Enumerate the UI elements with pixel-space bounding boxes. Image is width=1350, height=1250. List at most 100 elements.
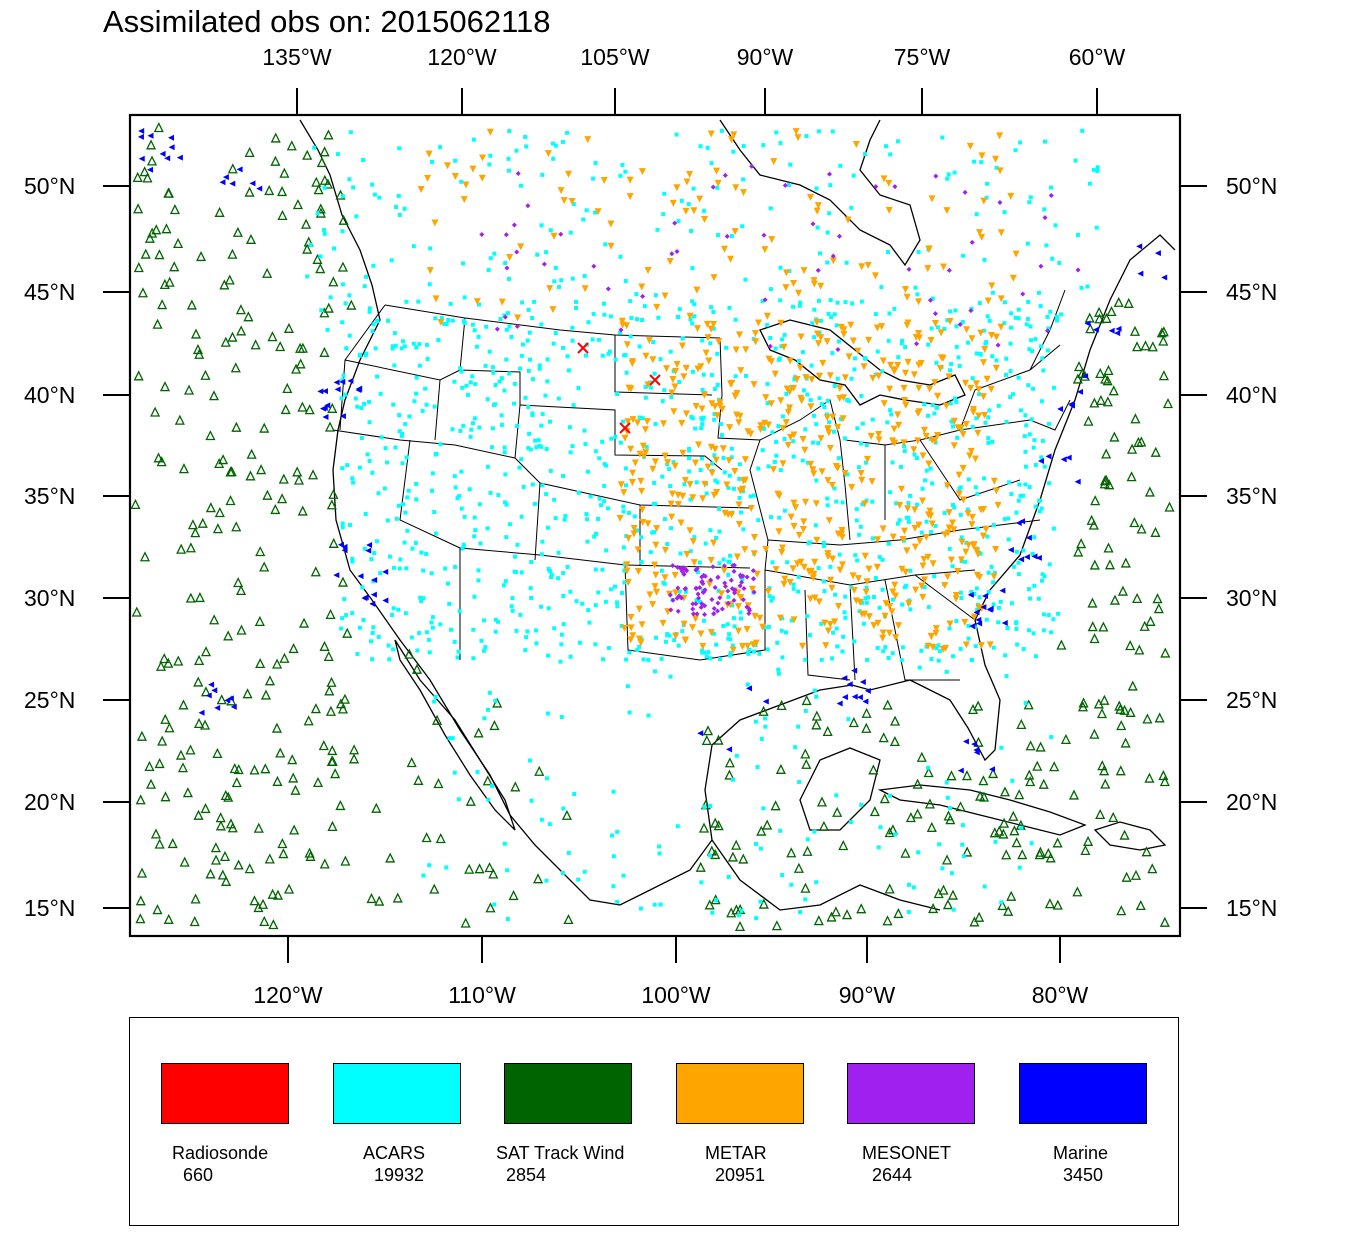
metar-marker	[680, 620, 688, 628]
mesonet-marker	[969, 239, 975, 245]
acars-marker	[817, 396, 822, 401]
metar-marker	[462, 181, 470, 189]
metar-marker	[790, 279, 798, 287]
acars-marker	[502, 313, 507, 318]
marine-marker	[211, 687, 218, 694]
acars-marker	[751, 649, 756, 654]
acars-marker	[618, 254, 623, 259]
mesonet-marker	[702, 612, 708, 618]
acars-marker	[639, 560, 644, 565]
acars-marker	[540, 172, 545, 177]
acars-marker	[1057, 260, 1062, 265]
metar-marker	[918, 497, 926, 505]
acars-marker	[369, 557, 374, 562]
metar-marker	[616, 514, 624, 522]
sat-track-wind-marker	[1089, 728, 1100, 739]
acars-marker	[568, 230, 573, 235]
acars-marker	[648, 550, 653, 555]
acars-marker	[597, 496, 602, 501]
sat-track-wind-marker	[879, 793, 890, 804]
acars-marker	[880, 587, 885, 592]
sat-track-wind-marker	[1076, 538, 1087, 549]
sat-track-wind-marker	[1125, 706, 1136, 717]
acars-marker	[582, 869, 587, 874]
acars-marker	[758, 846, 763, 851]
metar-marker	[727, 380, 735, 388]
metar-marker	[627, 613, 635, 621]
marine-marker	[1068, 401, 1075, 408]
metar-marker	[813, 207, 821, 215]
acars-marker	[353, 396, 358, 401]
metar-marker	[668, 490, 676, 498]
metar-marker	[649, 465, 657, 473]
metar-marker	[867, 432, 875, 440]
metar-marker	[794, 134, 802, 142]
acars-marker	[821, 543, 826, 548]
metar-marker	[854, 575, 862, 583]
acars-marker	[678, 551, 683, 556]
metar-marker	[629, 469, 637, 477]
sat-track-wind-marker	[1152, 593, 1163, 604]
metar-marker	[819, 359, 827, 367]
acars-marker	[985, 314, 990, 319]
acars-marker	[734, 753, 739, 758]
acars-marker	[721, 557, 726, 562]
metar-marker	[904, 358, 912, 366]
acars-marker	[803, 897, 808, 902]
acars-marker	[462, 295, 467, 300]
acars-marker	[612, 584, 617, 589]
metar-marker	[865, 336, 873, 344]
metar-marker	[987, 385, 995, 393]
mesonet-marker	[712, 585, 718, 591]
acars-marker	[715, 233, 720, 238]
mesonet-marker	[683, 586, 689, 592]
acars-marker	[587, 620, 592, 625]
metar-marker	[943, 207, 951, 215]
acars-marker	[949, 362, 954, 367]
metar-marker	[937, 329, 945, 337]
sat-track-wind-marker	[155, 660, 167, 671]
metar-marker	[761, 419, 769, 427]
metar-marker	[690, 207, 698, 215]
mesonet-marker	[694, 611, 700, 617]
metar-marker	[624, 418, 632, 426]
sat-track-wind-marker	[1113, 296, 1124, 307]
acars-marker	[692, 535, 697, 540]
metar-marker	[861, 500, 869, 508]
acars-marker	[768, 515, 773, 520]
acars-marker	[912, 452, 917, 457]
mesonet-marker	[836, 233, 842, 239]
marine-marker	[322, 414, 329, 421]
acars-marker	[1002, 300, 1007, 305]
acars-marker	[694, 480, 699, 485]
sat-track-wind-marker	[340, 855, 351, 866]
sat-track-wind-marker	[235, 304, 246, 315]
acars-marker	[485, 526, 490, 531]
metar-marker	[817, 282, 825, 290]
acars-marker	[908, 568, 913, 573]
metar-marker	[962, 420, 970, 428]
acars-marker	[834, 793, 839, 798]
sat-track-wind-marker	[371, 802, 382, 813]
metar-marker	[1007, 192, 1015, 200]
acars-marker	[391, 402, 396, 407]
sat-track-wind-marker	[291, 363, 302, 374]
acars-marker	[854, 518, 859, 523]
acars-marker	[529, 798, 534, 803]
acars-marker	[552, 626, 557, 631]
sat-track-wind-marker	[1158, 335, 1169, 346]
metar-marker	[757, 422, 765, 430]
acars-marker	[602, 499, 607, 504]
mesonet-marker	[693, 567, 699, 573]
sat-track-wind-marker	[259, 422, 270, 433]
metar-marker	[628, 360, 636, 368]
acars-marker	[961, 253, 966, 258]
sat-track-wind-marker	[218, 454, 229, 465]
sat-track-wind-marker	[1158, 326, 1169, 337]
mesonet-marker	[835, 347, 841, 353]
acars-marker	[414, 497, 419, 502]
metar-marker	[756, 614, 764, 622]
acars-marker	[761, 806, 766, 811]
acars-marker	[752, 493, 757, 498]
acars-marker	[560, 139, 565, 144]
